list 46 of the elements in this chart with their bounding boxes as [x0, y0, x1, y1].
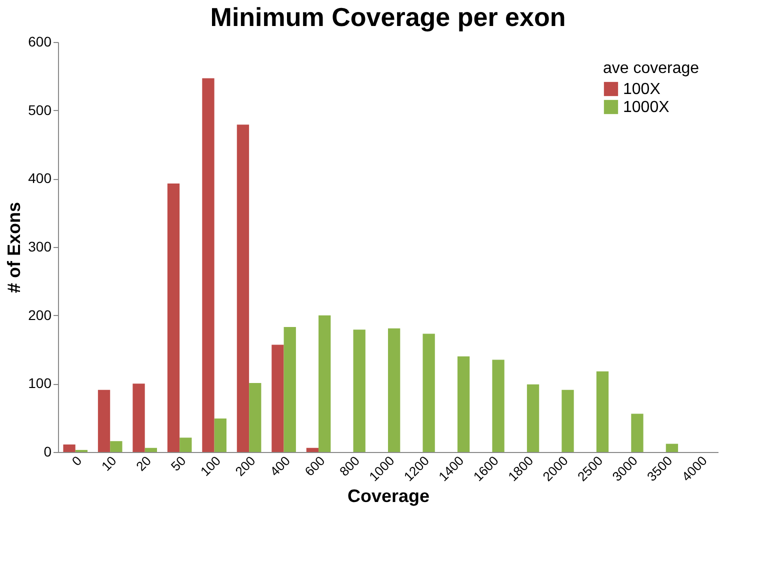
x-tick-label: 400	[267, 453, 293, 480]
y-tick-label: 400	[28, 170, 52, 186]
bar	[526, 384, 540, 452]
bar	[214, 418, 226, 452]
bar	[388, 328, 400, 452]
bar	[457, 356, 470, 452]
bar	[631, 414, 644, 452]
bar	[202, 78, 214, 452]
x-axis-title: Coverage	[347, 486, 430, 506]
y-tick-label: 500	[28, 102, 52, 118]
y-tick-label: 100	[28, 375, 52, 392]
bar	[132, 384, 145, 452]
y-axis-title: # of Exons	[4, 202, 24, 294]
bar	[596, 371, 609, 452]
x-tick-label: 10	[98, 453, 120, 474]
legend-label: 1000X	[623, 99, 670, 116]
bar	[236, 124, 250, 452]
bar	[249, 382, 262, 452]
bar	[180, 438, 192, 452]
bar	[422, 334, 435, 452]
legend-title: ave coverage	[603, 60, 700, 77]
bar	[98, 390, 110, 452]
bar	[353, 330, 366, 452]
bar	[666, 444, 678, 452]
x-tick-label: 50	[168, 453, 189, 474]
y-tick-label: 300	[28, 238, 52, 254]
bar	[284, 326, 296, 452]
bar	[63, 444, 76, 452]
x-tick-label: 0	[68, 453, 85, 469]
chart-title: Minimum Coverage per exon	[210, 2, 566, 32]
x-tick-label: 100	[198, 453, 224, 480]
bar	[167, 183, 180, 452]
bar	[144, 448, 157, 452]
bar	[318, 315, 331, 452]
bar	[306, 448, 319, 452]
x-tick-label: 800	[336, 453, 362, 480]
bar	[562, 390, 574, 452]
x-tick-label: 600	[302, 453, 328, 480]
legend-label: 100X	[623, 81, 661, 98]
y-tick-label: 600	[28, 34, 52, 50]
x-tick-label: 200	[232, 453, 258, 480]
bar	[272, 344, 284, 452]
x-tick-label: 20	[133, 453, 154, 474]
bar	[492, 360, 504, 452]
bar	[110, 441, 122, 452]
y-tick-label: 200	[28, 306, 52, 323]
